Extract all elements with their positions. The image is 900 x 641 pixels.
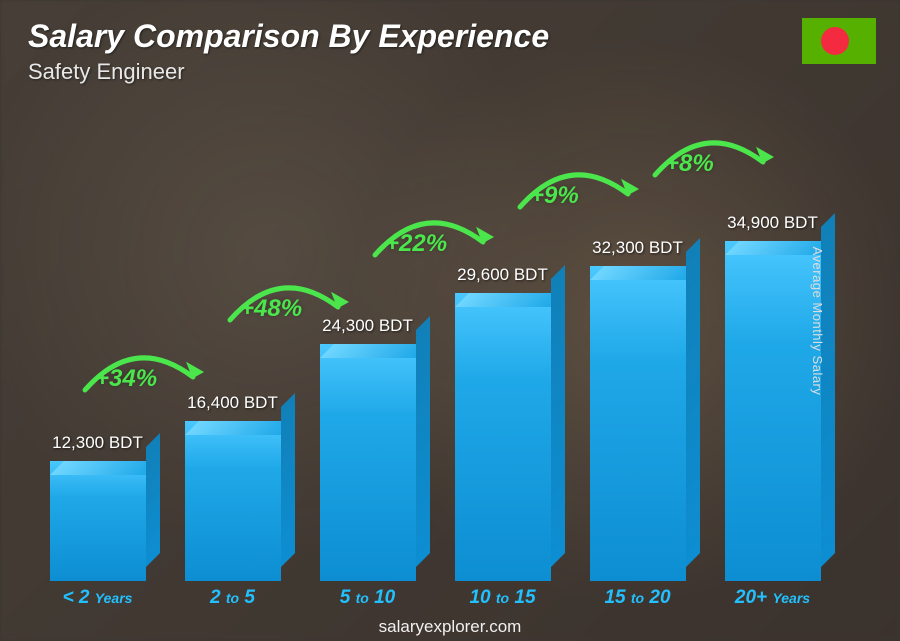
bar-value-label: 29,600 BDT <box>457 265 548 285</box>
x-axis: < 2 Years2 to 55 to 1010 to 1515 to 2020… <box>30 587 840 609</box>
xlabel-to-word: to <box>226 590 239 606</box>
bar-front-face <box>320 344 416 581</box>
bar-3d <box>320 344 416 581</box>
bar-side-face <box>686 238 700 567</box>
bar-value-label: 12,300 BDT <box>52 433 143 453</box>
xlabel-from: 2 <box>210 587 221 608</box>
x-axis-label: 15 to 20 <box>573 587 703 609</box>
bar-front-face <box>50 461 146 581</box>
x-axis-label: 5 to 10 <box>303 587 433 609</box>
percent-increase-text: +48% <box>240 295 302 323</box>
header: Salary Comparison By Experience Safety E… <box>28 18 872 85</box>
xlabel-to-word: to <box>631 590 644 606</box>
xlabel-main: < 2 <box>63 587 90 608</box>
xlabel-from: 15 <box>604 587 625 608</box>
percent-increase-text: +22% <box>385 230 447 258</box>
bar-top-face <box>50 461 160 475</box>
bar-3d <box>50 461 146 581</box>
xlabel-main: 20+ <box>735 587 767 608</box>
xlabel-from: 5 <box>340 587 351 608</box>
bar-top-face <box>185 421 295 435</box>
xlabel-to: 20 <box>649 587 670 608</box>
bar-side-face <box>146 433 160 567</box>
xlabel-to-word: to <box>356 590 369 606</box>
page-title: Salary Comparison By Experience <box>28 18 872 55</box>
bar-3d <box>185 421 281 581</box>
x-axis-label: 2 to 5 <box>168 587 298 609</box>
bar-3d <box>590 266 686 581</box>
bar-side-face <box>281 393 295 567</box>
percent-increase-text: +9% <box>530 182 579 210</box>
bar-value-label: 34,900 BDT <box>727 213 818 233</box>
y-axis-label: Average Monthly Salary <box>810 246 825 395</box>
footer-attribution: salaryexplorer.com <box>0 617 900 637</box>
bar-group: 29,600 BDT <box>438 265 568 581</box>
bar-group: 12,300 BDT <box>33 433 163 581</box>
xlabel-to: 5 <box>244 587 255 608</box>
bar-chart: 12,300 BDT 16,400 BDT 24,300 BDT 29,600 … <box>30 120 840 581</box>
country-flag <box>802 18 876 64</box>
bar-front-face <box>590 266 686 581</box>
percent-increase-badge: +9% <box>530 182 579 210</box>
bar-value-label: 24,300 BDT <box>322 316 413 336</box>
bar-top-face <box>320 344 430 358</box>
percent-increase-badge: +22% <box>385 230 447 258</box>
bar-side-face <box>416 316 430 567</box>
bar-3d <box>725 241 821 581</box>
percent-increase-badge: +34% <box>95 365 157 393</box>
bar-top-face <box>455 293 565 307</box>
bar-group: 24,300 BDT <box>303 316 433 581</box>
bar-front-face <box>185 421 281 581</box>
bar-group: 32,300 BDT <box>573 238 703 581</box>
bar-top-face <box>590 266 700 280</box>
x-axis-label: 10 to 15 <box>438 587 568 609</box>
percent-increase-text: +34% <box>95 365 157 393</box>
xlabel-from: 10 <box>469 587 490 608</box>
xlabel-unit: Years <box>772 590 810 606</box>
page-subtitle: Safety Engineer <box>28 59 872 85</box>
percent-increase-badge: +8% <box>665 150 714 178</box>
bar-front-face <box>725 241 821 581</box>
bar-value-label: 16,400 BDT <box>187 393 278 413</box>
bar-side-face <box>551 265 565 567</box>
flag-circle <box>821 27 849 55</box>
bar-front-face <box>455 293 551 581</box>
x-axis-label: 20+ Years <box>708 587 838 609</box>
percent-increase-text: +8% <box>665 150 714 178</box>
bar-3d <box>455 293 551 581</box>
bar-value-label: 32,300 BDT <box>592 238 683 258</box>
xlabel-unit: Years <box>95 590 133 606</box>
bar-group: 16,400 BDT <box>168 393 298 581</box>
xlabel-to: 10 <box>374 587 395 608</box>
xlabel-to: 15 <box>514 587 535 608</box>
x-axis-label: < 2 Years <box>33 587 163 609</box>
xlabel-to-word: to <box>496 590 509 606</box>
percent-increase-badge: +48% <box>240 295 302 323</box>
